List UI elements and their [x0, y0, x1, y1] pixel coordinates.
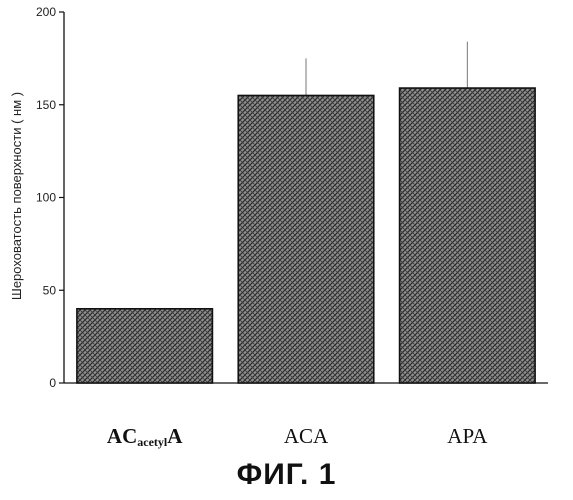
category-label: APA: [447, 424, 488, 448]
y-tick-label: 200: [36, 5, 56, 19]
y-axis-label: Шероховатость поверхности ( нм ): [9, 92, 24, 300]
bar-chart: Шероховатость поверхности ( нм ) 0 50 100 1…: [0, 0, 573, 450]
y-tick-label: 150: [36, 98, 56, 112]
y-tick-label: 0: [49, 376, 56, 390]
bar: [77, 309, 213, 383]
figure-caption: ФИГ. 1: [0, 458, 573, 492]
y-tick-label: 100: [36, 191, 56, 205]
category-labels: ACacetylA ACA APA: [107, 424, 488, 449]
bars: [77, 42, 535, 383]
bar: [238, 95, 374, 383]
category-label: ACA: [284, 424, 329, 448]
bar: [400, 88, 536, 383]
category-label: ACacetylA: [107, 424, 183, 449]
y-tick-label: 50: [43, 283, 57, 297]
